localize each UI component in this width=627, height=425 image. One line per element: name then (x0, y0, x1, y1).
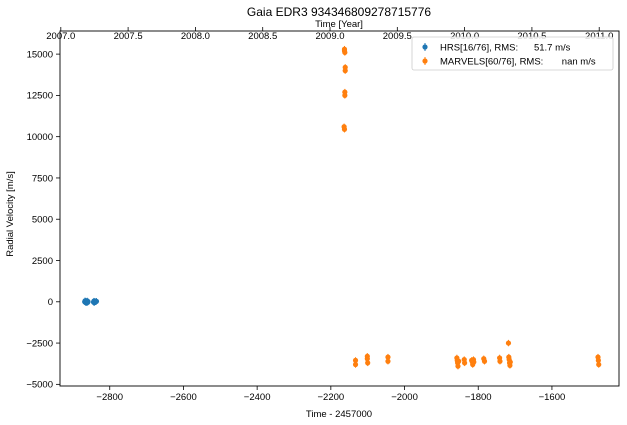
data-point (595, 357, 601, 364)
data-point (456, 358, 462, 364)
plot-frame (59, 30, 620, 387)
y-tick-label: 0 (48, 297, 53, 308)
data-point (93, 298, 100, 304)
legend: HRS[16/76], RMS: 51.7 m/s MARVELS[60/76],… (411, 36, 614, 71)
data-point (352, 357, 359, 364)
axes-layer: −2800 −2600 −2400 −2200 −2000 −1800 −1600 −5000… (26, 27, 620, 403)
data-points-layer (82, 45, 602, 370)
data-point (507, 359, 513, 365)
data-point (341, 126, 348, 132)
legend-marker (422, 58, 428, 64)
x-tick-label: −2200 (317, 392, 344, 403)
data-point (481, 358, 488, 364)
top-x-tick-label: 2009.5 (383, 31, 412, 42)
data-point (462, 360, 468, 366)
top-x-tick-label: 2008.5 (248, 31, 277, 42)
data-point (497, 358, 503, 364)
x-tick-label: −2800 (96, 392, 123, 403)
series-2 (341, 45, 602, 370)
top-x-tick-label: 2010.0 (450, 31, 479, 42)
y-axis-label: Radial Velocity [m/s] (5, 171, 16, 257)
x-axis-label: Time - 2457000 (306, 409, 372, 420)
data-point (342, 49, 348, 56)
top-x-axis-label: Time [Year] (315, 19, 363, 30)
top-x-tick-label: 2007.5 (114, 31, 143, 42)
top-x-tick-label: 2007.0 (46, 31, 75, 42)
top-x-tick-label: 2008.0 (181, 31, 210, 42)
top-x-tick-label: 2010.5 (517, 31, 546, 42)
data-point (85, 299, 91, 305)
y-tick-label: 2500 (32, 256, 53, 267)
top-x-tick-label: 2011.0 (585, 31, 613, 42)
x-tick-label: −1800 (465, 392, 492, 403)
x-tick-label: −2600 (170, 392, 197, 403)
x-tick-label: −2000 (391, 392, 418, 403)
y-tick-label: −5000 (26, 380, 53, 391)
data-point (365, 360, 371, 366)
x-tick-label: −2400 (244, 392, 271, 403)
y-tick-label: 10000 (27, 132, 53, 143)
series-1 (82, 297, 100, 306)
top-x-tick-label: 2009.0 (315, 31, 344, 42)
data-point (352, 361, 359, 368)
y-tick-label: 15000 (27, 49, 53, 60)
y-tick-label: 5000 (32, 215, 53, 226)
x-tick-label: −1600 (539, 392, 566, 403)
y-tick-label: 7500 (32, 173, 53, 184)
legend-entry-label: MARVELS[60/76], RMS: nan m/s (440, 56, 596, 67)
data-point (455, 363, 461, 369)
legend-marker (422, 44, 428, 50)
legend-box (411, 36, 614, 71)
data-point (596, 361, 602, 368)
y-tick-label: −2500 (26, 338, 53, 349)
chart-title: Gaia EDR3 934346809278715776 (247, 5, 431, 19)
y-tick-label: 12500 (27, 91, 53, 102)
data-point (505, 340, 512, 346)
legend-entry-label: HRS[16/76], RMS: 51.7 m/s (440, 42, 571, 53)
data-point (342, 92, 348, 98)
data-point (471, 359, 477, 365)
data-point (385, 354, 391, 360)
data-point (385, 358, 391, 364)
data-point (364, 356, 370, 362)
data-point (342, 68, 348, 74)
